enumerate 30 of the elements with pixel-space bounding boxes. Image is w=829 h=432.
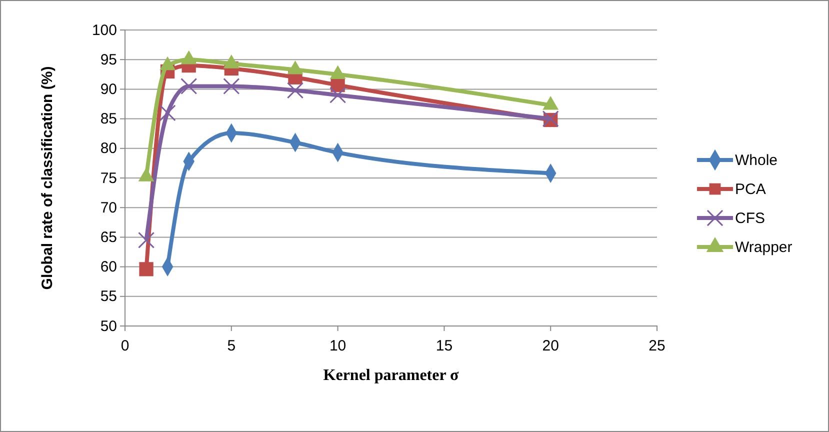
- y-tick-label: 85: [100, 110, 117, 128]
- x-tick-label: 20: [542, 338, 559, 354]
- y-tick-label: 100: [92, 22, 117, 39]
- x-tick-label: 25: [648, 338, 666, 354]
- point: [159, 104, 176, 122]
- x-tick-label: 0: [120, 338, 130, 354]
- y-tick-label: 50: [100, 318, 117, 335]
- point: [330, 86, 346, 104]
- legend-label: Whole: [735, 152, 778, 169]
- y-tick-label: 90: [100, 81, 117, 98]
- legend-label: Wrapper: [735, 239, 792, 256]
- y-tick-label: 95: [100, 51, 117, 68]
- point: [223, 78, 240, 95]
- x-tick-label: 10: [329, 338, 346, 354]
- legend-label: CFS: [735, 210, 765, 227]
- y-tick-label: 75: [100, 170, 117, 187]
- legend-label: PCA: [735, 181, 766, 198]
- y-tick-label: 70: [100, 199, 117, 216]
- y-tick-label: 55: [100, 288, 117, 306]
- x-tick-label: 5: [227, 338, 236, 354]
- y-tick-label: 65: [100, 229, 117, 246]
- point: [286, 82, 304, 99]
- x-tick-label: 15: [436, 338, 453, 354]
- point: [139, 262, 154, 276]
- y-tick-label: 60: [100, 258, 117, 276]
- point: [138, 232, 155, 248]
- point: [180, 78, 198, 95]
- y-tick-label: 80: [100, 140, 117, 158]
- x-axis-title: Kernel parameter σ: [323, 367, 460, 384]
- y-axis-title: Global rate of classification (%): [39, 66, 56, 290]
